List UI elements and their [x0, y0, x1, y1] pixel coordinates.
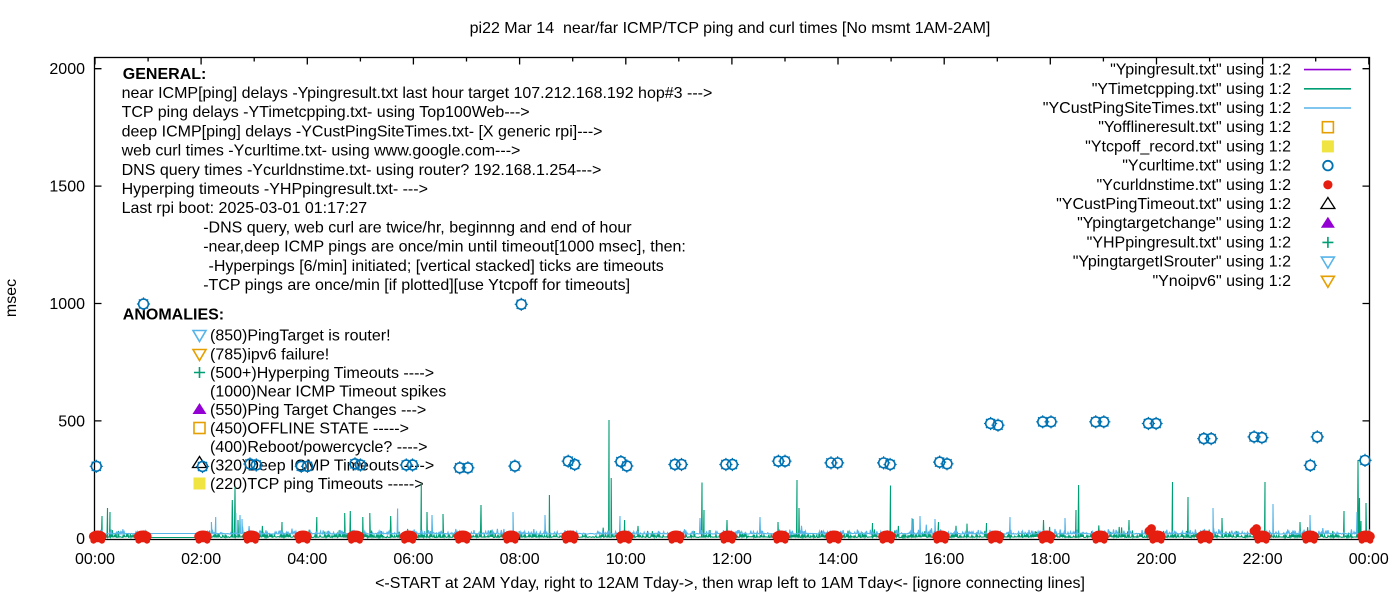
- svg-text:-Hyperpings [6/min] initiated;: -Hyperpings [6/min] initiated; [vertical…: [209, 258, 664, 275]
- svg-text:20:00: 20:00: [1136, 551, 1176, 568]
- svg-text:"Ycurltime.txt" using 1:2: "Ycurltime.txt" using 1:2: [1122, 158, 1291, 175]
- svg-text:02:00: 02:00: [181, 551, 221, 568]
- svg-text:<-START at 2AM Yday, right to: <-START at 2AM Yday, right to 12AM Tday-…: [375, 575, 1085, 592]
- svg-text:"YHPpingresult.txt" using 1:2: "YHPpingresult.txt" using 1:2: [1087, 234, 1291, 251]
- svg-text:"Ycurldnstime.txt" using 1:2: "Ycurldnstime.txt" using 1:2: [1096, 177, 1291, 194]
- svg-text:-DNS query, web curl are twice: -DNS query, web curl are twice/hr, begin…: [203, 219, 632, 236]
- svg-text:deep ICMP[ping] delays -YCustP: deep ICMP[ping] delays -YCustPingSiteTim…: [122, 123, 603, 140]
- svg-text:DNS query times -Ycurldnstime.: DNS query times -Ycurldnstime.txt- using…: [122, 162, 602, 179]
- svg-text:2000: 2000: [49, 61, 85, 78]
- svg-text:22:00: 22:00: [1243, 551, 1283, 568]
- svg-text:TCP ping delays -YTimetcpping.: TCP ping delays -YTimetcpping.txt- using…: [122, 104, 530, 121]
- svg-text:"Ypingtargetchange" using 1:2: "Ypingtargetchange" using 1:2: [1077, 215, 1291, 232]
- svg-text:"YCustPingTimeout.txt" using 1: "YCustPingTimeout.txt" using 1:2: [1056, 196, 1291, 213]
- svg-text:ANOMALIES:: ANOMALIES:: [123, 307, 224, 324]
- svg-text:16:00: 16:00: [924, 551, 964, 568]
- svg-text:"Ynoipv6" using 1:2: "Ynoipv6" using 1:2: [1152, 273, 1291, 290]
- svg-text:"YCustPingSiteTimes.txt" using: "YCustPingSiteTimes.txt" using 1:2: [1043, 100, 1291, 117]
- svg-text:(220)TCP ping Timeouts ----->: (220)TCP ping Timeouts ----->: [210, 476, 424, 493]
- svg-text:(550)Ping Target Changes --->: (550)Ping Target Changes --->: [210, 402, 426, 419]
- svg-text:1000: 1000: [49, 296, 85, 313]
- svg-text:06:00: 06:00: [393, 551, 433, 568]
- svg-text:-TCP pings are once/min [if pl: -TCP pings are once/min [if plotted][use…: [203, 277, 630, 294]
- svg-text:(400)Reboot/powercycle? ---->: (400)Reboot/powercycle? ---->: [210, 439, 427, 456]
- svg-text:18:00: 18:00: [1030, 551, 1070, 568]
- svg-text:"YTimetcpping.txt" using 1:2: "YTimetcpping.txt" using 1:2: [1092, 81, 1291, 98]
- svg-text:04:00: 04:00: [287, 551, 327, 568]
- svg-text:08:00: 08:00: [500, 551, 540, 568]
- svg-text:00:00: 00:00: [1349, 551, 1389, 568]
- svg-text:(1000)Near ICMP Timeout spikes: (1000)Near ICMP Timeout spikes: [210, 384, 446, 401]
- svg-text:"Yofflineresult.txt" using 1:2: "Yofflineresult.txt" using 1:2: [1098, 119, 1291, 136]
- svg-text:Last rpi boot: 2025-03-01 01:1: Last rpi boot: 2025-03-01 01:17:27: [122, 200, 368, 217]
- svg-text:msec: msec: [3, 279, 20, 317]
- svg-text:-near,deep ICMP pings are once: -near,deep ICMP pings are once/min until…: [203, 239, 686, 256]
- svg-text:10:00: 10:00: [606, 551, 646, 568]
- svg-text:00:00: 00:00: [75, 551, 115, 568]
- svg-text:Hyperping timeouts -YHPpingres: Hyperping timeouts -YHPpingresult.txt- -…: [122, 181, 428, 198]
- svg-text:(450)OFFLINE STATE ----->: (450)OFFLINE STATE ----->: [210, 421, 409, 438]
- svg-text:(850)PingTarget is router!: (850)PingTarget is router!: [210, 328, 391, 345]
- svg-text:near ICMP[ping] delays -Ypingr: near ICMP[ping] delays -Ypingresult.txt …: [122, 85, 713, 102]
- svg-text:12:00: 12:00: [712, 551, 752, 568]
- svg-text:web curl times -Ycurltime.txt-: web curl times -Ycurltime.txt- using www…: [121, 143, 521, 160]
- svg-text:0: 0: [76, 531, 85, 548]
- svg-text:(785)ipv6 failure!: (785)ipv6 failure!: [210, 347, 329, 364]
- svg-text:"Ypingresult.txt" using 1:2: "Ypingresult.txt" using 1:2: [1110, 62, 1291, 79]
- svg-text:14:00: 14:00: [818, 551, 858, 568]
- svg-text:"YpingtargetISrouter" using 1:: "YpingtargetISrouter" using 1:2: [1073, 254, 1291, 271]
- svg-text:GENERAL:: GENERAL:: [123, 66, 207, 83]
- svg-text:1500: 1500: [49, 179, 85, 196]
- svg-text:pi22 Mar 14 near/far ICMP/TCP: pi22 Mar 14 near/far ICMP/TCP ping and c…: [470, 20, 991, 37]
- svg-text:500: 500: [58, 413, 85, 430]
- svg-text:(500+)Hyperping Timeouts ---->: (500+)Hyperping Timeouts ---->: [210, 365, 434, 382]
- svg-text:"Ytcpoff_record.txt" using 1:2: "Ytcpoff_record.txt" using 1:2: [1085, 138, 1291, 155]
- svg-text:(320)Deep ICMP Timeouts ---->: (320)Deep ICMP Timeouts ---->: [210, 458, 434, 475]
